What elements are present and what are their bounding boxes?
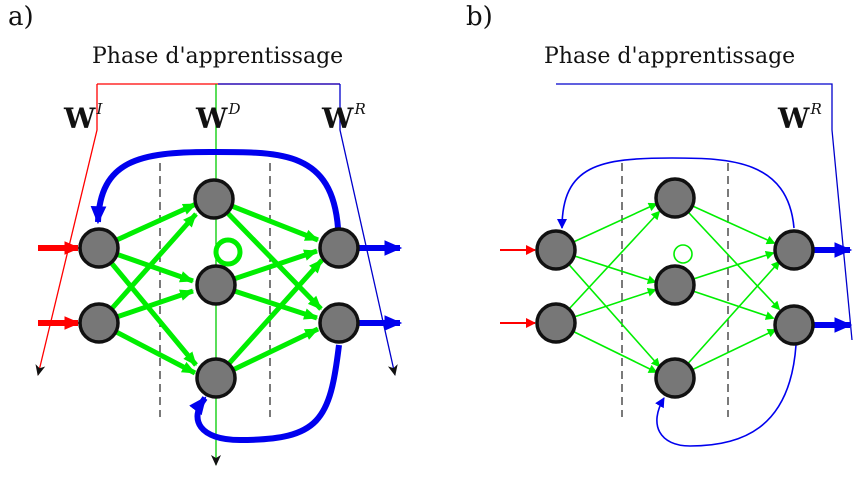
- weight-sup: D: [228, 100, 241, 118]
- reservoir-node-1-b: [654, 177, 696, 219]
- panel-a: [35, 83, 403, 466]
- phase-line-output-b: [556, 83, 853, 341]
- feedback-top-a: [90, 148, 341, 229]
- phase-label-b: Phase d'apprentissage: [544, 44, 796, 69]
- weight-name: W: [64, 102, 96, 135]
- reservoir-node-1-a: [193, 178, 235, 220]
- self-loop-b: [673, 244, 693, 264]
- weight-label-input-a: WI: [64, 100, 102, 135]
- feedback-bottom-a: [189, 344, 342, 444]
- reservoir-node-2-b: [654, 264, 696, 306]
- edge-b-i2-r1: [555, 210, 661, 324]
- panel-label-a: a): [8, 2, 34, 32]
- edge-a-r3-o1: [214, 258, 324, 380]
- weight-label-output-a: WR: [322, 100, 366, 135]
- phase-label-a: Phase d'apprentissage: [92, 44, 344, 69]
- edge-a-r1-o2: [212, 197, 323, 311]
- weight-name: W: [322, 102, 354, 135]
- reservoir-node-2-a: [195, 264, 237, 306]
- edge-b-r3-o1: [674, 260, 781, 379]
- edge-b-r1-o2: [674, 197, 781, 311]
- weight-label-output-b: WR: [778, 100, 822, 135]
- nodes-a: [78, 178, 360, 399]
- weight-name: W: [778, 102, 810, 135]
- feedback-top-b: [557, 157, 795, 229]
- edge-b-i1-r3: [555, 249, 661, 368]
- input-node-2-b: [535, 302, 577, 344]
- self-loop-a: [213, 237, 243, 267]
- weight-label-reservoir-a: WD: [196, 100, 240, 135]
- input-node-2-a: [78, 302, 120, 344]
- output-node-2-a: [318, 302, 360, 344]
- output-node-1-a: [318, 227, 360, 269]
- feedback-bottom-b: [655, 344, 797, 447]
- output-node-2-b: [773, 304, 815, 346]
- edge-a-i2-r1: [97, 212, 198, 325]
- weight-sup: R: [810, 100, 822, 118]
- panel-b: [500, 83, 853, 447]
- reservoir-node-3-a: [195, 357, 237, 399]
- reservoir-node-3-b: [654, 357, 696, 399]
- input-node-1-b: [535, 229, 577, 271]
- panel-label-b: b): [466, 2, 493, 32]
- weight-sup: I: [96, 100, 103, 118]
- input-node-1-a: [78, 227, 120, 269]
- output-node-1-b: [773, 229, 815, 271]
- phase-line-output-a: [339, 84, 398, 376]
- weight-name: W: [196, 102, 228, 135]
- phase-line-input-a: [35, 84, 98, 376]
- weight-sup: R: [354, 100, 366, 118]
- nodes-b: [535, 177, 815, 399]
